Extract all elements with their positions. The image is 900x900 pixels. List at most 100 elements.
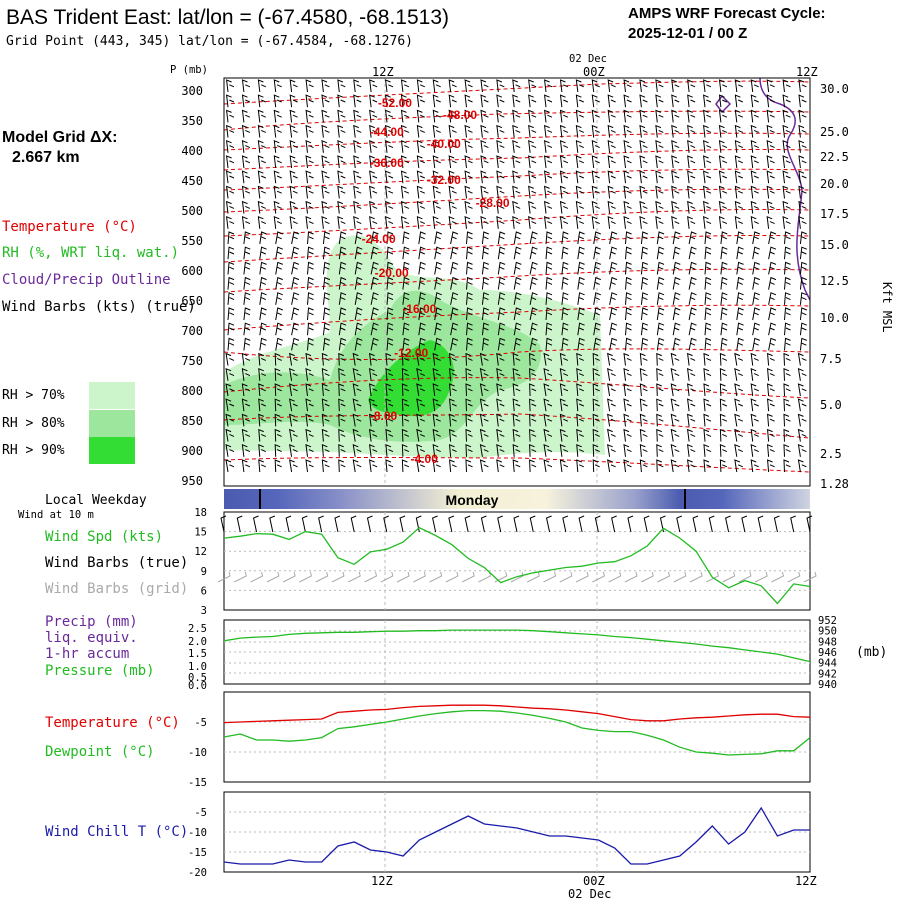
wind-barb — [782, 170, 791, 184]
wind-barb — [257, 170, 266, 184]
wind-barb — [416, 79, 425, 93]
wind-barb — [607, 79, 616, 93]
wind-barb — [416, 200, 425, 214]
rh90-region — [368, 340, 454, 417]
wind-barb — [768, 307, 777, 321]
wind-barb — [607, 383, 616, 397]
wind-barb — [640, 261, 648, 275]
wind-barb — [305, 79, 314, 93]
wind-barb — [719, 368, 728, 381]
wind-barb — [241, 185, 251, 199]
wind-barb — [384, 155, 394, 169]
wind-barb — [750, 200, 759, 214]
wind-barb — [305, 200, 314, 214]
wind-barb — [241, 444, 251, 457]
wind-barb — [528, 79, 537, 93]
surface-barb-grid — [608, 571, 622, 583]
wind-barb — [416, 216, 425, 229]
wind-barb — [307, 322, 314, 336]
wind-barb — [798, 200, 807, 214]
surface-barb-grid — [771, 571, 785, 583]
surface-barb-true — [383, 515, 389, 533]
wind-barb — [529, 459, 537, 473]
wind-barb — [688, 261, 697, 275]
wind-barb — [607, 444, 616, 457]
wind-barb — [686, 428, 696, 442]
wind-barb — [243, 261, 251, 275]
wind-barb — [258, 444, 266, 457]
wind-barb — [719, 352, 728, 366]
wind-barb — [512, 368, 521, 381]
surface-barb-true — [513, 515, 520, 533]
wind-barb — [450, 231, 459, 245]
wind-barb — [607, 413, 616, 427]
wind-barb — [289, 185, 298, 199]
wind-barb — [702, 185, 712, 199]
wind-barb — [734, 413, 743, 427]
wind-barb — [496, 124, 505, 138]
wind-barb — [338, 322, 347, 336]
wind-barb — [289, 170, 298, 184]
surface-barb-grid — [592, 571, 605, 583]
wind-barb — [609, 337, 618, 351]
isotherm-label: -36.00 — [370, 156, 404, 170]
wind-barb — [307, 292, 314, 305]
wind-barb — [720, 246, 728, 260]
legend-rh: RH (%, WRT liq. wat.) — [2, 245, 179, 261]
wind-barb — [577, 261, 585, 275]
wind-barb — [656, 383, 664, 397]
surface-barb-grid — [347, 571, 361, 583]
wind-barb — [559, 216, 569, 229]
wind-barb — [259, 292, 267, 305]
wind-barb — [289, 459, 298, 473]
wind-barb — [307, 246, 314, 260]
wind-barb — [625, 276, 632, 290]
wind-barb — [655, 94, 664, 108]
surface-barb-true — [252, 515, 259, 533]
wind-barb — [416, 155, 425, 169]
wind-barb — [497, 276, 506, 290]
precip-y-tick: 0.0 — [188, 680, 207, 692]
wind-barb — [768, 292, 777, 305]
wind-barb — [577, 322, 585, 336]
wind-barb — [291, 337, 300, 351]
wind-barb — [513, 246, 522, 260]
grid-point-subtitle: Grid Point (443, 345) lat/lon = (-67.458… — [6, 34, 413, 49]
wind-barb — [782, 200, 791, 214]
wind-barb — [576, 383, 584, 397]
surface-barb-grid — [722, 571, 736, 583]
wind-barb — [416, 109, 425, 123]
wind-barb — [227, 292, 235, 305]
upper-air-panel: -52.00 -48.00 -44.00 -40.00 -36.00 -32.00 -28.… — [223, 77, 811, 487]
wind-barb — [259, 246, 267, 260]
wind-barb — [384, 124, 394, 138]
wind-barb — [291, 307, 300, 321]
wind-barb — [352, 459, 362, 473]
wind-barb — [702, 94, 712, 108]
wind-barb — [655, 140, 664, 153]
wind-barb — [656, 276, 665, 290]
legend-cloud-outline: Cloud/Precip Outline — [2, 272, 171, 288]
wind-barb — [529, 322, 538, 336]
wind-barb — [529, 261, 538, 275]
wind-barb — [321, 79, 330, 93]
wind-barb — [434, 231, 442, 245]
surface-barb-grid — [754, 571, 768, 583]
pressure-y-tick: 940 — [818, 679, 837, 691]
wind-barb — [784, 246, 791, 260]
wind-barb — [352, 352, 362, 366]
wind-barb — [513, 261, 522, 275]
wind-barb — [434, 337, 442, 351]
wind-chill-line — [223, 806, 810, 865]
wind-barb — [321, 352, 330, 366]
wind-barb — [243, 307, 251, 321]
wind-barb — [704, 337, 712, 351]
wind-barb — [465, 383, 473, 397]
surface-barb-true — [285, 515, 292, 533]
wind-barb — [225, 216, 235, 229]
surface-barb-true — [464, 515, 471, 533]
wind-barb — [686, 352, 696, 366]
wind-barb — [767, 383, 775, 397]
wind-barb — [402, 307, 410, 321]
